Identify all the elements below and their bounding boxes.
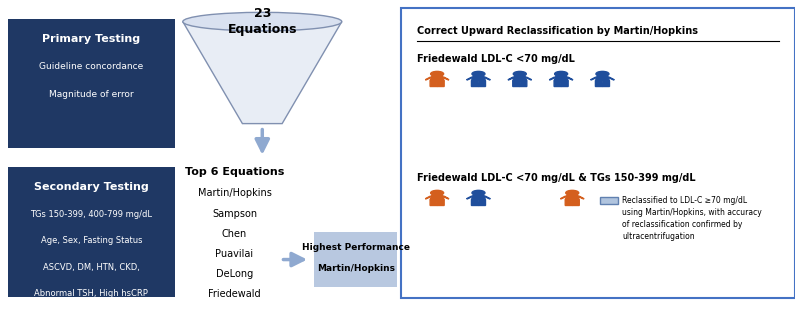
Polygon shape: [520, 81, 527, 87]
Polygon shape: [478, 200, 486, 205]
Polygon shape: [572, 200, 579, 205]
Text: Martin/Hopkins: Martin/Hopkins: [317, 264, 394, 273]
Polygon shape: [590, 77, 597, 80]
Polygon shape: [430, 196, 444, 200]
Polygon shape: [484, 196, 490, 199]
Circle shape: [596, 71, 609, 76]
Text: Secondary Testing: Secondary Testing: [34, 182, 149, 192]
Polygon shape: [471, 81, 478, 87]
Text: Highest Performance: Highest Performance: [302, 243, 410, 252]
FancyArrowPatch shape: [256, 129, 268, 151]
Polygon shape: [595, 77, 610, 81]
Text: TGs 150-399, 400-799 mg/dL: TGs 150-399, 400-799 mg/dL: [30, 210, 153, 219]
Polygon shape: [508, 77, 514, 80]
Polygon shape: [466, 77, 473, 80]
Polygon shape: [566, 196, 579, 200]
Text: Reclassified to LDL-C ≥70 mg/dL
using Martin/Hopkins, with accuracy
of reclassif: Reclassified to LDL-C ≥70 mg/dL using Ma…: [622, 196, 762, 241]
FancyBboxPatch shape: [314, 232, 398, 287]
Text: Sampson: Sampson: [212, 209, 257, 218]
Polygon shape: [566, 77, 573, 80]
Text: Friedewald: Friedewald: [208, 289, 261, 299]
Text: Primary Testing: Primary Testing: [42, 34, 141, 44]
Text: Martin/Hopkins: Martin/Hopkins: [198, 188, 271, 198]
Circle shape: [430, 190, 444, 195]
Text: Correct Upward Reclassification by Martin/Hopkins: Correct Upward Reclassification by Marti…: [418, 26, 698, 36]
Polygon shape: [554, 81, 561, 87]
Polygon shape: [437, 200, 444, 205]
Polygon shape: [550, 77, 556, 80]
Polygon shape: [513, 77, 527, 81]
Polygon shape: [442, 196, 449, 199]
Circle shape: [472, 71, 485, 76]
Polygon shape: [484, 77, 490, 80]
Polygon shape: [437, 81, 444, 87]
Circle shape: [472, 190, 485, 195]
Polygon shape: [442, 77, 449, 80]
Circle shape: [566, 190, 578, 195]
Text: Friedewald LDL-C <70 mg/dL: Friedewald LDL-C <70 mg/dL: [418, 54, 575, 64]
Polygon shape: [466, 196, 473, 199]
Polygon shape: [430, 77, 444, 81]
FancyBboxPatch shape: [8, 19, 175, 148]
Polygon shape: [471, 77, 486, 81]
Polygon shape: [471, 200, 478, 205]
Polygon shape: [608, 77, 614, 80]
Text: Magnitude of error: Magnitude of error: [49, 90, 134, 99]
Text: Age, Sex, Fasting Status: Age, Sex, Fasting Status: [41, 236, 142, 245]
Ellipse shape: [183, 12, 342, 31]
Polygon shape: [478, 81, 486, 87]
Polygon shape: [595, 81, 602, 87]
Polygon shape: [554, 77, 568, 81]
Text: DeLong: DeLong: [216, 269, 253, 279]
Polygon shape: [578, 196, 584, 199]
FancyArrowPatch shape: [283, 253, 303, 266]
Text: Puavilai: Puavilai: [215, 249, 254, 259]
Text: 23
Equations: 23 Equations: [227, 7, 297, 36]
Circle shape: [514, 71, 526, 76]
FancyBboxPatch shape: [8, 167, 175, 297]
Polygon shape: [561, 81, 568, 87]
Text: Chen: Chen: [222, 229, 247, 239]
Text: Top 6 Equations: Top 6 Equations: [185, 167, 284, 177]
Polygon shape: [471, 196, 486, 200]
Polygon shape: [525, 77, 532, 80]
Polygon shape: [426, 77, 432, 80]
Polygon shape: [430, 81, 437, 87]
Text: Abnormal TSH, High hsCRP: Abnormal TSH, High hsCRP: [34, 289, 148, 298]
Polygon shape: [513, 81, 520, 87]
Circle shape: [430, 71, 444, 76]
Polygon shape: [430, 200, 437, 205]
FancyBboxPatch shape: [402, 8, 794, 298]
FancyBboxPatch shape: [600, 197, 618, 204]
Polygon shape: [566, 200, 572, 205]
Circle shape: [554, 71, 568, 76]
Text: ASCVD, DM, HTN, CKD,: ASCVD, DM, HTN, CKD,: [43, 263, 140, 272]
Polygon shape: [426, 196, 432, 199]
Polygon shape: [560, 196, 567, 199]
Text: Guideline concordance: Guideline concordance: [39, 62, 143, 71]
Polygon shape: [183, 22, 342, 124]
Text: Friedewald LDL-C <70 mg/dL & TGs 150-399 mg/dL: Friedewald LDL-C <70 mg/dL & TGs 150-399…: [418, 173, 696, 183]
Polygon shape: [602, 81, 610, 87]
